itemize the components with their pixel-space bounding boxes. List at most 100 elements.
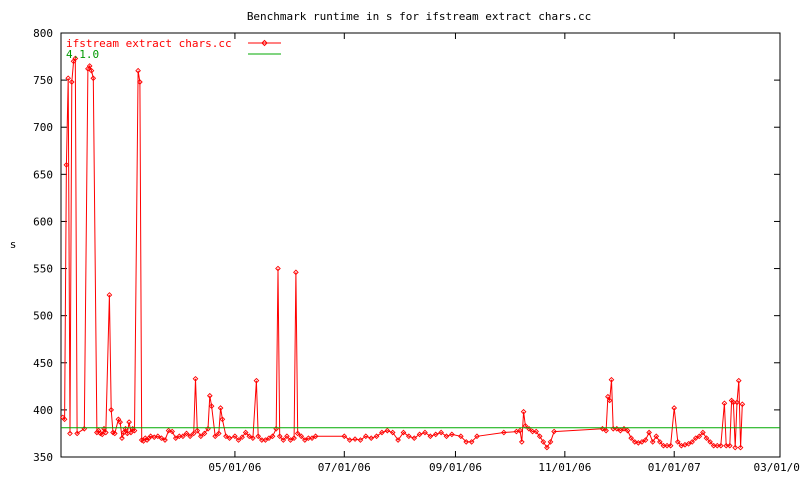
data-point (400, 429, 407, 436)
data-point (518, 439, 525, 445)
data-point (703, 435, 710, 441)
data-point (422, 429, 428, 436)
x-tick-label: 09/01/06 (429, 461, 482, 474)
data-point (362, 433, 369, 440)
data-point (533, 428, 539, 435)
data-point (72, 55, 79, 62)
y-tick-label: 650 (33, 168, 53, 181)
y-tick-label: 450 (33, 357, 53, 370)
data-point (520, 408, 527, 415)
data-point (187, 433, 193, 440)
data-point (119, 435, 125, 441)
data-point (427, 433, 434, 440)
data-point (269, 433, 276, 440)
data-point (176, 433, 183, 440)
data-point (280, 437, 287, 443)
data-point (298, 433, 305, 440)
x-tick-label: 07/01/06 (318, 461, 371, 474)
chart-title: Benchmark runtime in s for ifstream extr… (247, 10, 591, 23)
data-point (443, 433, 450, 440)
data-point (707, 439, 713, 445)
data-point (667, 442, 674, 449)
data-point (739, 401, 746, 408)
data-point (379, 429, 385, 436)
data-point (253, 377, 260, 384)
x-tick-label: 11/01/06 (538, 461, 591, 474)
data-point (551, 428, 557, 435)
data-point (223, 433, 229, 440)
data-point (172, 435, 179, 441)
data-point (284, 433, 290, 440)
data-point (734, 399, 740, 406)
data-point (180, 433, 186, 440)
data-point (501, 429, 507, 436)
data-point (692, 435, 699, 441)
data-point (255, 433, 262, 440)
series-layer (59, 55, 780, 451)
data-point (86, 63, 93, 69)
data-point (685, 440, 692, 447)
data-point (606, 397, 613, 404)
data-point (726, 442, 733, 449)
y-tick-label: 800 (33, 27, 53, 40)
data-point (154, 433, 161, 440)
data-point (657, 439, 663, 445)
data-point (102, 429, 109, 436)
data-point (346, 437, 353, 443)
data-point (689, 439, 695, 445)
data-point (646, 429, 652, 436)
data-point (406, 433, 412, 440)
data-point (262, 437, 269, 443)
data-point (468, 439, 475, 445)
data-point (352, 436, 358, 442)
data-point (384, 427, 391, 434)
data-point (649, 439, 656, 445)
data-point (126, 419, 132, 425)
data-point (608, 376, 615, 383)
data-point (128, 429, 134, 436)
data-point (605, 393, 611, 400)
y-tick-label: 400 (33, 404, 53, 417)
data-point (235, 437, 242, 443)
data-point (135, 67, 141, 74)
data-point (67, 430, 73, 437)
data-point (144, 437, 150, 443)
data-point (162, 437, 168, 443)
data-point (674, 439, 681, 445)
data-point (721, 400, 728, 407)
data-point (735, 377, 742, 384)
data-point (108, 407, 115, 413)
data-point (242, 429, 249, 436)
data-point (250, 435, 256, 441)
data-point (536, 433, 543, 440)
data-point (544, 444, 550, 451)
data-point (639, 439, 645, 445)
data-point (111, 430, 118, 437)
data-point (617, 427, 624, 434)
y-tick-label: 500 (33, 310, 53, 323)
data-point (219, 416, 226, 423)
data-point (192, 375, 199, 382)
data-point (517, 427, 523, 434)
data-point (239, 434, 245, 441)
data-point (395, 437, 401, 443)
legend-label-1: 4.1.0 (66, 48, 99, 61)
data-point (201, 430, 208, 437)
y-tick-label: 600 (33, 215, 53, 228)
data-point (90, 75, 97, 82)
data-point (432, 431, 439, 438)
data-point (302, 437, 308, 443)
data-point (723, 442, 730, 449)
data-point (660, 442, 667, 449)
data-point (624, 427, 631, 434)
data-point (416, 431, 423, 438)
data-point (449, 431, 455, 438)
plot-area (60, 32, 781, 458)
data-point (714, 442, 721, 449)
data-point (357, 437, 364, 443)
data-point (653, 433, 660, 440)
data-point (458, 433, 464, 440)
y-tick-label: 700 (33, 121, 53, 134)
legend-label-0: ifstream extract chars.cc (66, 37, 232, 50)
data-point (65, 75, 72, 82)
